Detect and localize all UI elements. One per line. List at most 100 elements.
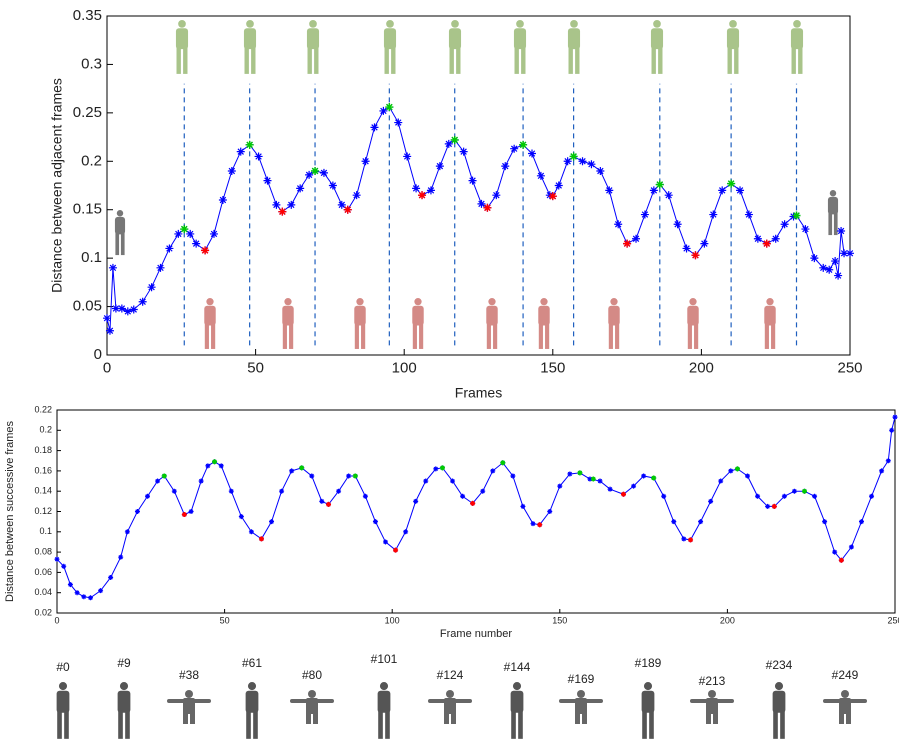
- valley-point: [258, 536, 264, 542]
- leg: [568, 47, 573, 74]
- torso: [306, 28, 320, 50]
- leg: [839, 712, 844, 724]
- data-point: [530, 521, 536, 527]
- figure-thumbnail: [204, 298, 216, 349]
- figure-thumbnail: [510, 682, 524, 739]
- figure-thumbnail: [764, 298, 776, 349]
- peak-point: [590, 476, 596, 482]
- head: [577, 690, 585, 698]
- data-point: [587, 476, 593, 482]
- data-point: [309, 473, 315, 479]
- head: [653, 20, 661, 28]
- data-point: [413, 498, 419, 504]
- data-point: [444, 139, 453, 148]
- figure-thumbnail: [790, 20, 804, 74]
- torso: [412, 305, 424, 326]
- figure-thumbnail: [383, 20, 397, 74]
- y-tick-label: 0.1: [81, 249, 102, 266]
- data-point: [289, 468, 295, 474]
- data-point: [605, 186, 614, 195]
- data-point: [88, 595, 94, 601]
- figure-thumbnail: [117, 682, 131, 739]
- leg: [115, 233, 120, 256]
- head: [729, 20, 737, 28]
- y-tick-label: 0.02: [34, 607, 52, 617]
- frame-label: #101: [371, 652, 398, 666]
- valley-point: [343, 205, 352, 214]
- leg: [183, 712, 188, 724]
- valley-point: [418, 191, 427, 200]
- figure-thumbnail: [56, 682, 70, 739]
- data-point: [520, 503, 526, 509]
- leg: [120, 233, 125, 256]
- torso: [706, 698, 718, 714]
- torso: [538, 305, 550, 326]
- data-point: [254, 152, 263, 161]
- frame-label: #189: [635, 656, 662, 670]
- torso: [608, 305, 620, 326]
- leg: [514, 47, 519, 74]
- data-point: [632, 234, 641, 243]
- head: [185, 690, 193, 698]
- valley-point: [771, 503, 777, 509]
- data-point: [450, 478, 456, 484]
- peak-point: [801, 488, 807, 494]
- leg: [190, 712, 195, 724]
- data-point: [362, 493, 368, 499]
- data-point: [372, 519, 378, 525]
- valley-point: [278, 207, 287, 216]
- y-tick-label: 0.35: [73, 7, 102, 24]
- y-tick-label: 0.06: [34, 567, 52, 577]
- head: [451, 20, 459, 28]
- data-point: [98, 588, 104, 594]
- data-point: [831, 257, 840, 266]
- data-point: [789, 212, 798, 221]
- head: [119, 682, 129, 691]
- figure-thumbnail: [641, 682, 655, 739]
- torso: [486, 305, 498, 326]
- figure-thumbnail: [354, 298, 366, 349]
- data-point: [547, 509, 553, 514]
- y-tick-label: 0.2: [81, 152, 102, 169]
- figure-thumbnail: [513, 20, 527, 74]
- data-point: [545, 191, 554, 200]
- head: [774, 682, 784, 691]
- valley-point: [762, 239, 771, 248]
- data-point: [744, 210, 753, 219]
- peak-point: [734, 466, 740, 472]
- leg: [246, 711, 251, 739]
- data-point: [218, 463, 224, 469]
- head: [58, 682, 68, 691]
- leg: [244, 47, 249, 74]
- y-tick-label: 0.15: [73, 201, 102, 218]
- data-point: [745, 473, 751, 479]
- valley-point: [623, 239, 632, 248]
- leg: [289, 324, 294, 349]
- data-point: [812, 493, 818, 499]
- valley-point: [548, 192, 557, 201]
- head: [643, 682, 653, 691]
- leg: [306, 712, 311, 724]
- leg: [307, 47, 312, 74]
- data-point: [426, 186, 435, 195]
- data-point: [501, 162, 510, 171]
- data-point: [840, 249, 849, 258]
- data-point: [781, 493, 787, 499]
- figure-thumbnail: [377, 682, 391, 739]
- data-point: [105, 326, 114, 335]
- data-point: [681, 536, 687, 542]
- data-point: [412, 184, 421, 193]
- leg: [713, 712, 718, 724]
- torso: [282, 305, 294, 326]
- figure-thumbnail: [608, 298, 620, 349]
- y-tick-label: 0.25: [73, 104, 102, 121]
- torso: [444, 698, 456, 714]
- leg: [118, 711, 123, 739]
- leg: [615, 324, 620, 349]
- torso: [377, 690, 391, 713]
- leg: [771, 324, 776, 349]
- data-point: [118, 554, 124, 560]
- frame-label: #38: [179, 668, 199, 682]
- data-point: [319, 168, 328, 177]
- torso: [650, 28, 664, 50]
